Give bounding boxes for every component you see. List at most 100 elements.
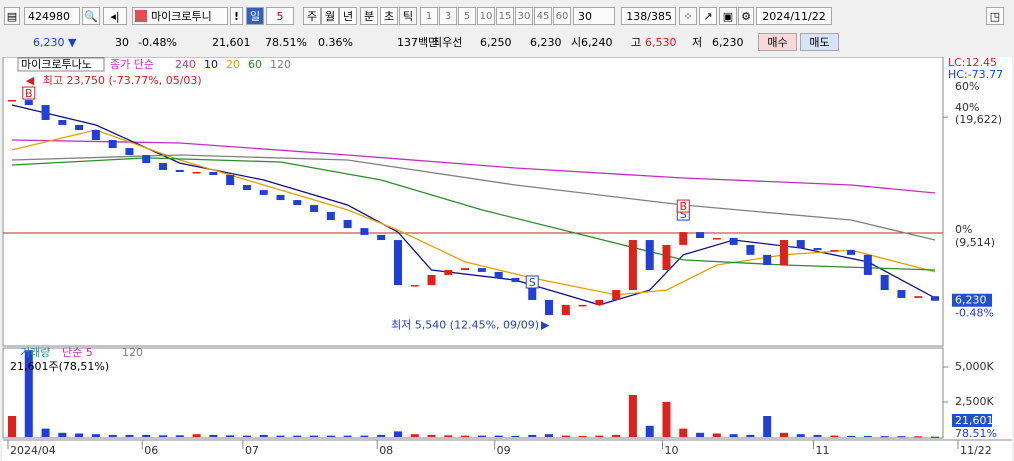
interval-button[interactable]: 60 xyxy=(553,7,571,25)
period-button[interactable]: 일 xyxy=(246,7,264,25)
window-button[interactable]: ◳ xyxy=(986,7,1004,25)
high-label: 고 xyxy=(631,36,642,49)
period-button[interactable]: 월 xyxy=(321,7,339,25)
period-button[interactable]: 5 xyxy=(266,7,294,25)
volume-bar xyxy=(628,395,637,437)
candle xyxy=(293,200,302,206)
last-pct: -0.48% xyxy=(955,307,994,320)
volume-bar xyxy=(91,434,100,437)
date-input[interactable]: 2024/11/22 xyxy=(756,7,832,25)
legend-entry: 240 xyxy=(175,58,196,71)
candle xyxy=(343,219,352,229)
period-button[interactable]: 년 xyxy=(339,7,357,25)
volume-bar xyxy=(847,435,856,437)
volume-bar xyxy=(410,434,419,437)
tool-button[interactable]: ⁘ xyxy=(679,7,697,25)
candle xyxy=(847,250,856,255)
interval-button[interactable]: 30 xyxy=(515,7,533,25)
price-pane xyxy=(2,57,944,347)
sound-button[interactable]: ◂| xyxy=(103,7,127,25)
interval-button[interactable]: 45 xyxy=(534,7,552,25)
signal-label: S xyxy=(680,208,687,221)
price: 6,230 xyxy=(33,36,65,49)
candle xyxy=(159,163,168,170)
volume-bar xyxy=(729,434,738,437)
candle xyxy=(628,240,637,291)
volume-bar xyxy=(192,434,201,437)
candle xyxy=(108,140,117,149)
open-label: 시 xyxy=(571,36,582,49)
volume-box xyxy=(952,414,992,427)
volume-legend: 120 xyxy=(122,346,143,359)
volume-bar xyxy=(108,434,117,437)
volume-bar xyxy=(477,435,486,437)
candle xyxy=(276,194,285,201)
interval-select[interactable]: 30 xyxy=(573,7,615,25)
signal-label: B xyxy=(25,87,33,100)
volume-ratio: 78.51% xyxy=(265,36,307,49)
candle xyxy=(880,274,889,291)
period-button[interactable]: 분 xyxy=(360,7,378,25)
price-box xyxy=(952,293,992,307)
interval-button[interactable]: 1 xyxy=(420,7,438,25)
period-button[interactable]: 초 xyxy=(380,7,398,25)
menu-icon[interactable]: ▤ xyxy=(4,7,20,25)
volume-bar xyxy=(696,432,705,437)
candle xyxy=(209,171,218,176)
volume-bar xyxy=(712,433,721,437)
buy-button[interactable]: 매수 xyxy=(758,33,797,51)
volume-bar xyxy=(461,435,470,437)
signal-badge xyxy=(525,275,539,289)
open: 6,240 xyxy=(581,36,613,49)
name-box[interactable]: 마이크로투니 xyxy=(132,7,228,25)
signal-label: B xyxy=(679,200,687,213)
tool-button[interactable]: ▣ xyxy=(719,7,737,25)
legend-label: 종가 단순 xyxy=(110,58,154,71)
candle xyxy=(242,185,251,191)
volume-bar xyxy=(830,435,839,437)
interval-button[interactable]: 10 xyxy=(477,7,495,25)
candle xyxy=(125,148,134,156)
volume-bar xyxy=(75,433,84,437)
volume-bar xyxy=(142,434,151,437)
volume-bar xyxy=(226,435,235,437)
moving-average xyxy=(11,129,936,296)
moving-average xyxy=(11,139,936,194)
hc-label: HC:-73.77 xyxy=(948,68,1003,81)
x-tick-label: 09 xyxy=(497,444,511,457)
candle xyxy=(259,190,268,195)
volume-bar xyxy=(377,434,386,437)
low-label: 저 xyxy=(692,36,703,49)
volume-bar xyxy=(242,435,251,437)
volume-bar xyxy=(545,434,554,437)
candle xyxy=(427,274,436,286)
quote-bar: 6,230 ▼ 30 -0.48% 21,601 78.51% 0.36% 13… xyxy=(0,31,1014,55)
candle xyxy=(528,282,537,300)
sell-button[interactable]: 매도 xyxy=(800,33,839,51)
interval-button[interactable]: 3 xyxy=(439,7,457,25)
volume-bar xyxy=(914,436,923,438)
legend-entry: 60 xyxy=(248,58,262,71)
interval-button[interactable]: 15 xyxy=(496,7,514,25)
x-tick-label: 07 xyxy=(245,444,259,457)
period-button[interactable]: 틱 xyxy=(399,7,417,25)
amount: 137백만 xyxy=(397,36,439,49)
title-box xyxy=(17,57,105,72)
volume-bar xyxy=(276,435,285,437)
search-button[interactable]: 🔍 xyxy=(82,7,100,25)
tool-button[interactable]: ↗ xyxy=(699,7,717,25)
volume-bar xyxy=(494,435,503,437)
interval-button[interactable]: 5 xyxy=(458,7,476,25)
volume-bar xyxy=(511,435,520,437)
period-button[interactable]: 주 xyxy=(303,7,321,25)
alert-button[interactable]: ! xyxy=(230,7,243,25)
code-input[interactable]: 424980 xyxy=(24,7,80,25)
chart: 0%(9,514) 40%(19,622) 60% LC:12.45HC:-73.77… xyxy=(2,57,1012,461)
candle xyxy=(91,130,100,141)
volume-bar xyxy=(645,425,654,437)
settings-button[interactable]: ⚙ xyxy=(738,7,754,25)
low-note: 최저 5,540 (12.45%, 09/09) xyxy=(391,319,539,332)
candle xyxy=(931,296,939,301)
last-volume-pct: 78.51% xyxy=(955,427,997,440)
